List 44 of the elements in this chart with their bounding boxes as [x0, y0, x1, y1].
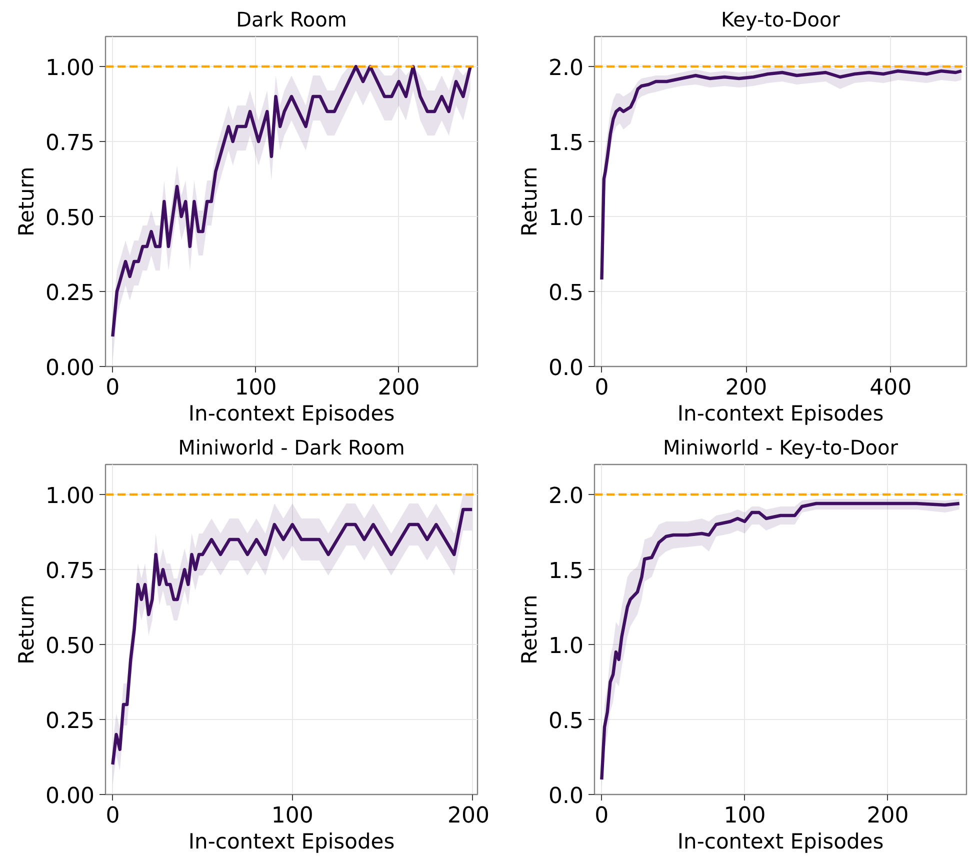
- x-tick-label: 100: [271, 804, 314, 828]
- y-tick-label: 0.50: [46, 634, 94, 659]
- x-tick-label: 100: [234, 376, 277, 400]
- y-tick-label: 0.50: [46, 206, 94, 231]
- y-tick-label: 0.5: [548, 281, 584, 306]
- y-tick-label: 1.5: [548, 131, 584, 156]
- y-axis-title: Return: [518, 166, 542, 236]
- y-tick-label: 0.00: [46, 356, 94, 381]
- y-tick-label: 1.5: [548, 559, 584, 584]
- y-tick-label: 0.25: [46, 281, 94, 306]
- y-tick-label: 1.0: [548, 634, 584, 659]
- chart-title: Miniworld - Key-to-Door: [663, 436, 899, 460]
- x-tick-label: 200: [725, 376, 768, 400]
- y-tick-label: 0.0: [548, 356, 584, 381]
- chart-title: Miniworld - Dark Room: [178, 436, 405, 460]
- y-tick-label: 1.0: [548, 206, 584, 231]
- chart-title: Key-to-Door: [721, 8, 841, 32]
- x-tick-label: 200: [448, 804, 490, 828]
- y-tick-label: 2.0: [548, 484, 584, 509]
- y-tick-label: 0.75: [46, 131, 94, 156]
- y-axis-title: Return: [518, 594, 542, 664]
- y-tick-label: 0.00: [46, 784, 94, 809]
- x-tick-label: 0: [594, 804, 609, 828]
- x-tick-label: 200: [378, 376, 420, 400]
- x-tick-label: 100: [724, 804, 766, 828]
- y-tick-label: 1.00: [46, 484, 94, 509]
- x-axis-title: In-context Episodes: [677, 402, 884, 426]
- y-axis-title: Return: [14, 166, 39, 236]
- x-tick-label: 0: [106, 804, 120, 828]
- x-tick-label: 400: [870, 376, 912, 400]
- y-tick-label: 0.0: [548, 784, 584, 809]
- chart-title: Dark Room: [236, 8, 347, 32]
- x-axis-title: In-context Episodes: [188, 402, 395, 426]
- y-axis-title: Return: [14, 594, 39, 664]
- x-tick-label: 0: [594, 376, 609, 400]
- x-axis-title: In-context Episodes: [677, 830, 884, 854]
- y-tick-label: 2.0: [548, 56, 584, 81]
- y-tick-label: 1.00: [46, 56, 94, 81]
- y-tick-label: 0.25: [46, 709, 94, 734]
- y-tick-label: 0.75: [46, 559, 94, 584]
- x-tick-label: 0: [106, 376, 120, 400]
- y-tick-label: 0.5: [548, 709, 584, 734]
- x-tick-label: 200: [866, 804, 909, 828]
- x-axis-title: In-context Episodes: [188, 830, 395, 854]
